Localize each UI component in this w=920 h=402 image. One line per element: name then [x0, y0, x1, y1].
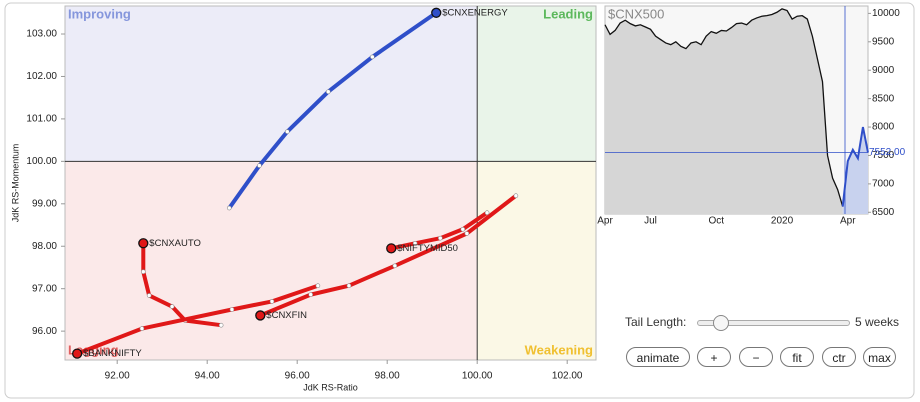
tail-point [284, 129, 290, 134]
head-point [386, 243, 397, 254]
series-label: $CNXENERGY [442, 7, 508, 18]
series-label: $NIFTYMID50 [397, 243, 458, 254]
area [842, 127, 868, 214]
quadrant-lagging [65, 161, 478, 360]
y-tick-label: 100.00 [26, 156, 57, 167]
tail-point [464, 231, 470, 236]
quadrant-label: Improving [68, 6, 131, 21]
x-tick-label: 100.00 [462, 371, 493, 382]
x-tick-label: 96.00 [285, 371, 310, 382]
x-tick-label: 102.00 [552, 371, 583, 382]
tail-point [325, 89, 331, 95]
y-tick-label: 8000 [872, 122, 895, 133]
x-tick-label: Oct [708, 216, 724, 227]
slider-thumb[interactable] [713, 315, 729, 331]
tail-point [484, 210, 490, 216]
tail-point [139, 326, 145, 331]
y-tick-label: 8500 [872, 93, 895, 104]
x-tick-label: 94.00 [195, 371, 220, 382]
quadrant-label: Leading [543, 6, 593, 21]
head-point [72, 348, 83, 359]
button[interactable]: + [697, 347, 731, 367]
tail [259, 194, 518, 318]
price-line [841, 126, 869, 207]
x-tick-label: 92.00 [105, 371, 130, 382]
y-tick-label: 99.00 [32, 198, 57, 209]
panel-title: $CNX500 [608, 6, 664, 21]
x-axis-title: JdK RS-Ratio [303, 382, 358, 392]
tail-point [269, 299, 275, 304]
button[interactable]: ctr [822, 347, 856, 367]
y-tick-label: 102.00 [26, 71, 57, 82]
area [605, 8, 843, 215]
tail-point [257, 163, 262, 168]
tail-point [218, 322, 224, 328]
tail-point [370, 54, 375, 60]
tail-point [315, 283, 321, 289]
y-tick-label: 97.00 [32, 283, 57, 294]
button[interactable]: fit [780, 347, 814, 367]
x-tick-label: Apr [597, 216, 613, 227]
tail [141, 243, 222, 328]
series-label: $CNXAUTO [149, 238, 201, 249]
button[interactable]: max [863, 347, 896, 367]
series-label: $BANKNIFTY [83, 348, 142, 359]
tail-point [437, 235, 443, 241]
tail-point [513, 193, 519, 199]
tail-point [412, 240, 418, 246]
x-tick-label: 2020 [771, 216, 794, 227]
y-tick-label: 103.00 [26, 29, 57, 40]
button[interactable]: animate [626, 347, 690, 367]
head-point [255, 310, 266, 321]
tail-point [146, 293, 152, 298]
series-label: $CNXFIN [266, 310, 307, 321]
x-tick-label: Jul [644, 216, 657, 227]
tail-point [460, 226, 466, 232]
tail-slider[interactable] [697, 320, 850, 326]
y-tick-label: 6500 [872, 207, 895, 218]
tail [227, 11, 438, 210]
head-point [431, 7, 442, 18]
y-tick-label: 101.00 [26, 114, 57, 125]
quadrant-leading [477, 6, 596, 162]
tail-length-label: Tail Length: [625, 315, 687, 329]
button[interactable]: − [739, 347, 773, 367]
tail-point [392, 263, 398, 269]
y-tick-label: 10000 [872, 8, 900, 19]
head-point [138, 238, 149, 249]
quadrant-weakening [477, 161, 596, 360]
tail-point [141, 269, 146, 275]
quadrant-label: Weakening [525, 342, 593, 357]
y-tick-label: 96.00 [32, 326, 57, 337]
x-tick-label: Apr [840, 216, 856, 227]
y-tick-label: 98.00 [32, 241, 57, 252]
tail-point [346, 283, 352, 289]
tail-length-value: 5 weeks [855, 315, 900, 329]
tail-point [308, 292, 314, 297]
y-tick-label: 7000 [872, 179, 895, 190]
plot-border [64, 5, 597, 361]
y-tick-label: 7500 [872, 150, 895, 161]
y-tick-label: 9500 [872, 36, 895, 47]
y-axis-title: JdK RS-Momentum [10, 144, 20, 223]
price-line [604, 8, 844, 207]
tail-point [226, 205, 232, 211]
tail-point [169, 304, 175, 309]
y-tick-label: 9000 [872, 65, 895, 76]
last-price-label: 7552.00 [869, 147, 906, 158]
x-tick-label: 98.00 [375, 371, 400, 382]
tail-point [229, 307, 235, 312]
